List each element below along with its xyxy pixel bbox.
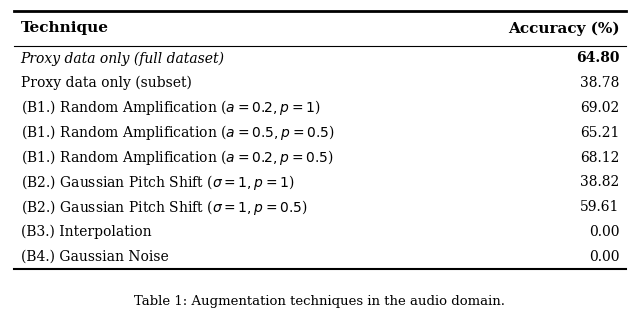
Text: 38.82: 38.82 xyxy=(580,175,620,189)
Text: Table 1: Augmentation techniques in the audio domain.: Table 1: Augmentation techniques in the … xyxy=(134,295,506,308)
Text: 64.80: 64.80 xyxy=(576,51,620,65)
Text: 0.00: 0.00 xyxy=(589,250,620,264)
Text: (B1.) Random Amplification ($a = 0.5, p = 0.5$): (B1.) Random Amplification ($a = 0.5, p … xyxy=(20,123,334,142)
Text: 65.21: 65.21 xyxy=(580,126,620,140)
Text: 68.12: 68.12 xyxy=(580,151,620,165)
Text: Accuracy (%): Accuracy (%) xyxy=(508,21,620,35)
Text: (B1.) Random Amplification ($a = 0.2, p = 1$): (B1.) Random Amplification ($a = 0.2, p … xyxy=(20,99,320,118)
Text: 59.61: 59.61 xyxy=(580,200,620,214)
Text: (B2.) Gaussian Pitch Shift ($\sigma = 1, p = 0.5$): (B2.) Gaussian Pitch Shift ($\sigma = 1,… xyxy=(20,197,308,217)
Text: (B4.) Gaussian Noise: (B4.) Gaussian Noise xyxy=(20,250,168,264)
Text: 0.00: 0.00 xyxy=(589,225,620,239)
Text: Technique: Technique xyxy=(20,21,109,35)
Text: Proxy data only (subset): Proxy data only (subset) xyxy=(20,76,191,91)
Text: 69.02: 69.02 xyxy=(580,101,620,115)
Text: 38.78: 38.78 xyxy=(580,76,620,90)
Text: Proxy data only (full dataset): Proxy data only (full dataset) xyxy=(20,51,225,66)
Text: (B2.) Gaussian Pitch Shift ($\sigma = 1, p = 1$): (B2.) Gaussian Pitch Shift ($\sigma = 1,… xyxy=(20,173,294,192)
Text: (B1.) Random Amplification ($a = 0.2, p = 0.5$): (B1.) Random Amplification ($a = 0.2, p … xyxy=(20,148,333,167)
Text: (B3.) Interpolation: (B3.) Interpolation xyxy=(20,225,151,239)
